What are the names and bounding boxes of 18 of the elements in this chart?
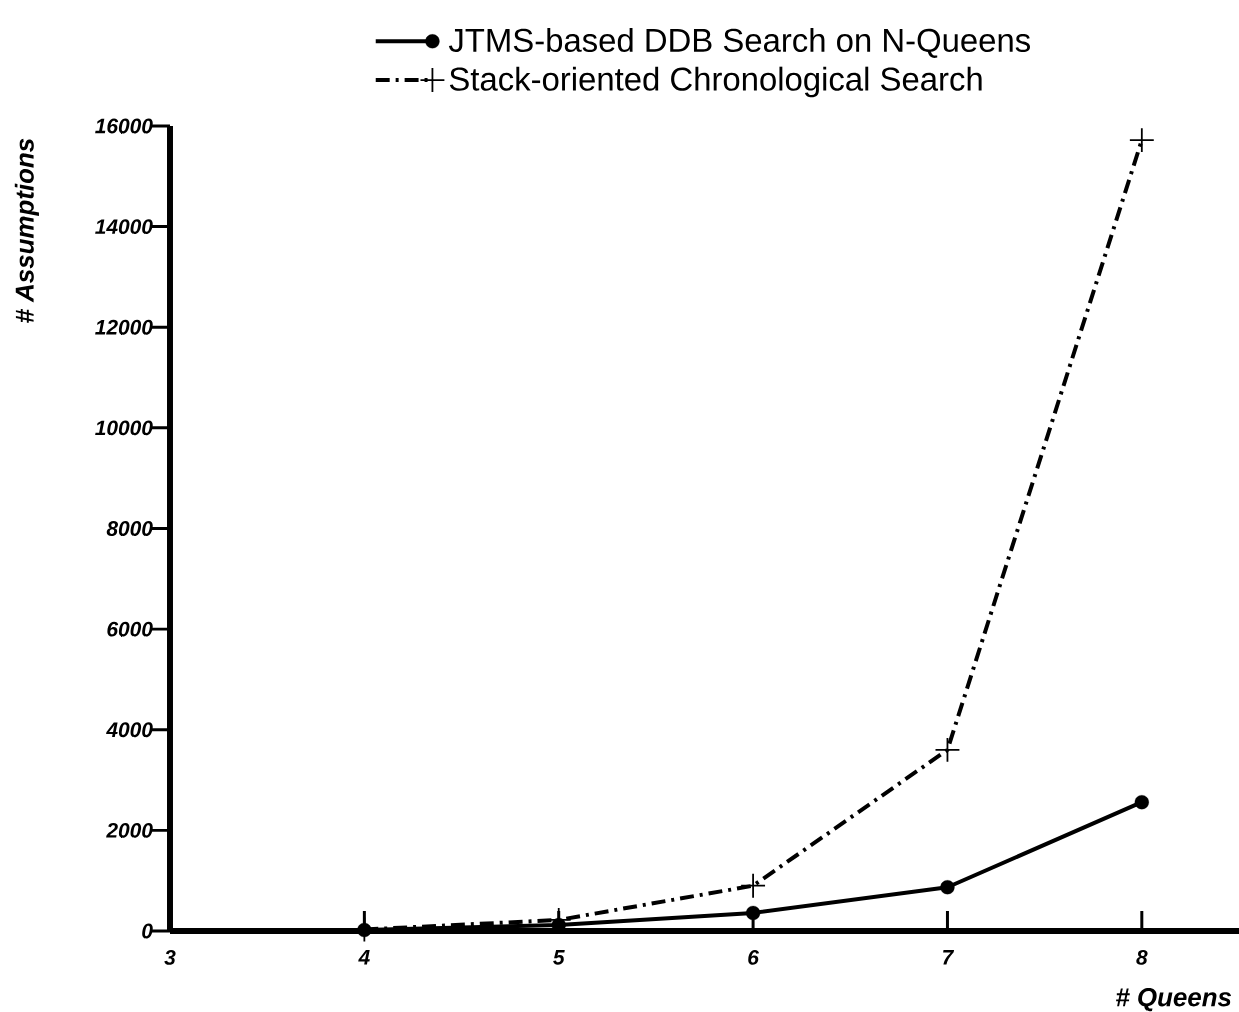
y-axis-title: # Assumptions <box>14 138 39 323</box>
y-tick-label: 10000 <box>95 420 153 436</box>
y-tick-label: 8000 <box>106 521 153 536</box>
x-axis-title: # Queens <box>1116 988 1232 1012</box>
y-tick-label: 12000 <box>95 319 153 335</box>
x-tick-label: 3 <box>164 950 176 965</box>
x-tick-label: 4 <box>358 950 370 965</box>
y-tick-label: 16000 <box>95 118 153 134</box>
x-tick-label: 7 <box>943 950 955 965</box>
legend-label: Stack-oriented Chronological Search <box>449 66 982 98</box>
legend-label: JTMS-based DDB Search on N-Queens <box>448 27 1030 58</box>
y-tick-label: 4000 <box>106 722 153 738</box>
y-tick-label: 6000 <box>107 621 153 637</box>
x-tick-label: 6 <box>748 950 760 965</box>
y-tick-label: 2000 <box>106 822 153 838</box>
x-tick-label: 5 <box>553 950 565 965</box>
x-tick-label: 8 <box>1136 950 1148 965</box>
y-tick-label: 14000 <box>95 219 153 235</box>
